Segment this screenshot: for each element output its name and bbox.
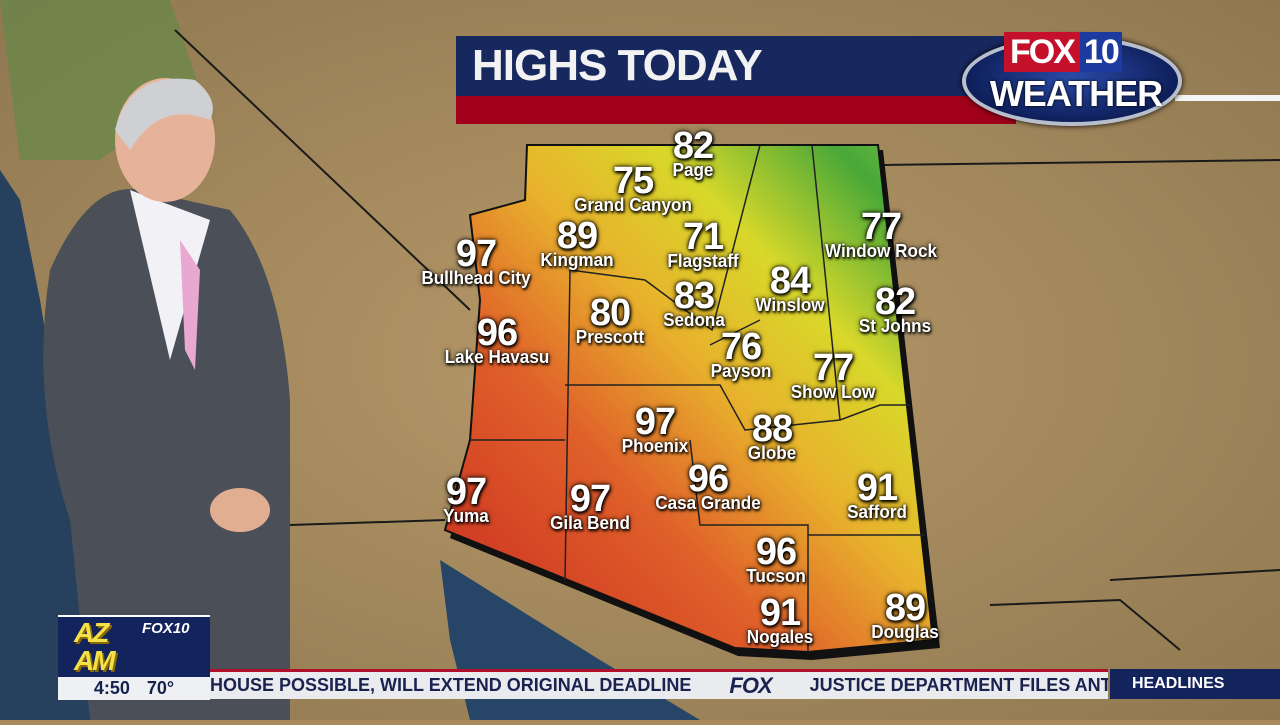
city-safford: 91 Safford — [846, 467, 909, 522]
city-temp: 91 — [856, 467, 898, 509]
current-temperature: 70° — [146, 678, 175, 698]
city-lake-havasu: 96 Lake Havasu — [442, 312, 552, 367]
city-temp: 80 — [589, 292, 631, 334]
city-temp: 82 — [874, 281, 916, 323]
city-name: Page — [672, 160, 714, 180]
city-name: Phoenix — [621, 436, 689, 456]
city-name: Douglas — [871, 622, 939, 642]
city-temp: 96 — [476, 312, 518, 354]
city-window-rock: 77 Window Rock — [822, 206, 940, 261]
clock-time: 4:50 — [93, 678, 130, 698]
city-temp: 71 — [682, 216, 724, 258]
city-kingman: 89 Kingman — [538, 215, 615, 270]
city-temp: 89 — [556, 215, 598, 257]
city-temp: 83 — [673, 275, 715, 317]
arizona-temperature-fill — [443, 144, 935, 654]
city-temp: 89 — [884, 587, 926, 629]
city-temp: 97 — [445, 471, 487, 513]
city-name: Flagstaff — [667, 251, 739, 271]
city-temp: 77 — [812, 347, 854, 389]
ticker-text-left: HOUSE POSSIBLE, WILL EXTEND ORIGINAL DEA… — [210, 675, 692, 695]
fox10-logo: FOX 10 — [1004, 32, 1122, 72]
ticker-text-right: JUSTICE DEPARTMENT FILES ANTITR — [809, 675, 1108, 695]
az-am-logo: AZ AM FOX10 — [58, 615, 210, 677]
city-name: Prescott — [575, 327, 645, 347]
show-logo-station: FOX10 — [142, 620, 190, 637]
logo-line — [1175, 95, 1280, 101]
city-name: Grand Canyon — [574, 195, 692, 215]
logo-10: 10 — [1079, 32, 1122, 72]
city-temp: 77 — [860, 206, 902, 248]
city-name: Payson — [710, 361, 772, 381]
city-page: 82 Page — [671, 125, 715, 180]
city-flagstaff: 71 Flagstaff — [665, 216, 740, 271]
city-name: Tucson — [746, 566, 806, 586]
county-lines — [470, 144, 925, 652]
city-bullhead-city: 97 Bullhead City — [418, 233, 533, 288]
title-banner: HIGHS TODAY — [456, 36, 1016, 124]
city-grand-canyon: 75 Grand Canyon — [571, 160, 695, 215]
city-name: Gila Bend — [550, 513, 630, 533]
city-douglas: 89 Douglas — [869, 587, 940, 642]
city-gila-bend: 97 Gila Bend — [548, 478, 632, 533]
city-show-low: 77 Show Low — [789, 347, 878, 402]
city-name: Sedona — [663, 310, 725, 330]
city-casa-grande: 96 Casa Grande — [652, 458, 763, 513]
city-temp: 88 — [751, 408, 793, 450]
title-accent-bar — [456, 96, 1016, 124]
page-title: HIGHS TODAY — [456, 36, 1016, 96]
city-temp: 97 — [455, 233, 497, 275]
city-name: Window Rock — [825, 241, 937, 261]
city-name: Globe — [747, 443, 797, 463]
city-temp: 96 — [755, 531, 797, 573]
city-temp: 84 — [769, 260, 811, 302]
state-borders — [174, 29, 1280, 651]
city-name: Winslow — [755, 295, 825, 315]
city-name: Nogales — [746, 627, 814, 647]
city-temp: 75 — [612, 160, 654, 202]
show-logo-text: AZ AM — [74, 617, 116, 676]
city-st-johns: 82 St Johns — [857, 281, 933, 336]
city-yuma: 97 Yuma — [442, 471, 490, 526]
city-name: Kingman — [540, 250, 614, 270]
city-temp: 97 — [634, 401, 676, 443]
city-name: Casa Grande — [655, 493, 761, 513]
presenter — [30, 70, 300, 720]
city-temp: 97 — [569, 478, 611, 520]
city-nogales: 91 Nogales — [745, 592, 815, 647]
city-name: Bullhead City — [421, 268, 531, 288]
city-phoenix: 97 Phoenix — [620, 401, 690, 456]
city-temp: 82 — [672, 125, 714, 167]
city-name: St Johns — [858, 316, 932, 336]
city-globe: 88 Globe — [746, 408, 797, 463]
city-prescott: 80 Prescott — [574, 292, 646, 347]
time-temp-box: 4:50 70° — [58, 677, 210, 700]
city-payson: 76 Payson — [709, 326, 773, 381]
city-temp: 76 — [720, 326, 762, 368]
city-name: Lake Havasu — [444, 347, 550, 367]
city-name: Yuma — [443, 506, 489, 526]
city-temp: 96 — [687, 458, 729, 500]
logo-weather: WEATHER — [989, 73, 1163, 114]
logo-fox: FOX — [1004, 32, 1080, 72]
city-name: Safford — [847, 502, 907, 522]
ticker-section-label: HEADLINES — [1110, 669, 1280, 699]
city-name: Show Low — [790, 382, 876, 402]
city-sedona: 83 Sedona — [661, 275, 726, 330]
ticker-fox-separator: FOX — [729, 673, 772, 698]
city-tucson: 96 Tucson — [745, 531, 808, 586]
news-ticker: HOUSE POSSIBLE, WILL EXTEND ORIGINAL DEA… — [210, 669, 1108, 699]
city-temp: 91 — [759, 592, 801, 634]
city-winslow: 84 Winslow — [754, 260, 827, 315]
